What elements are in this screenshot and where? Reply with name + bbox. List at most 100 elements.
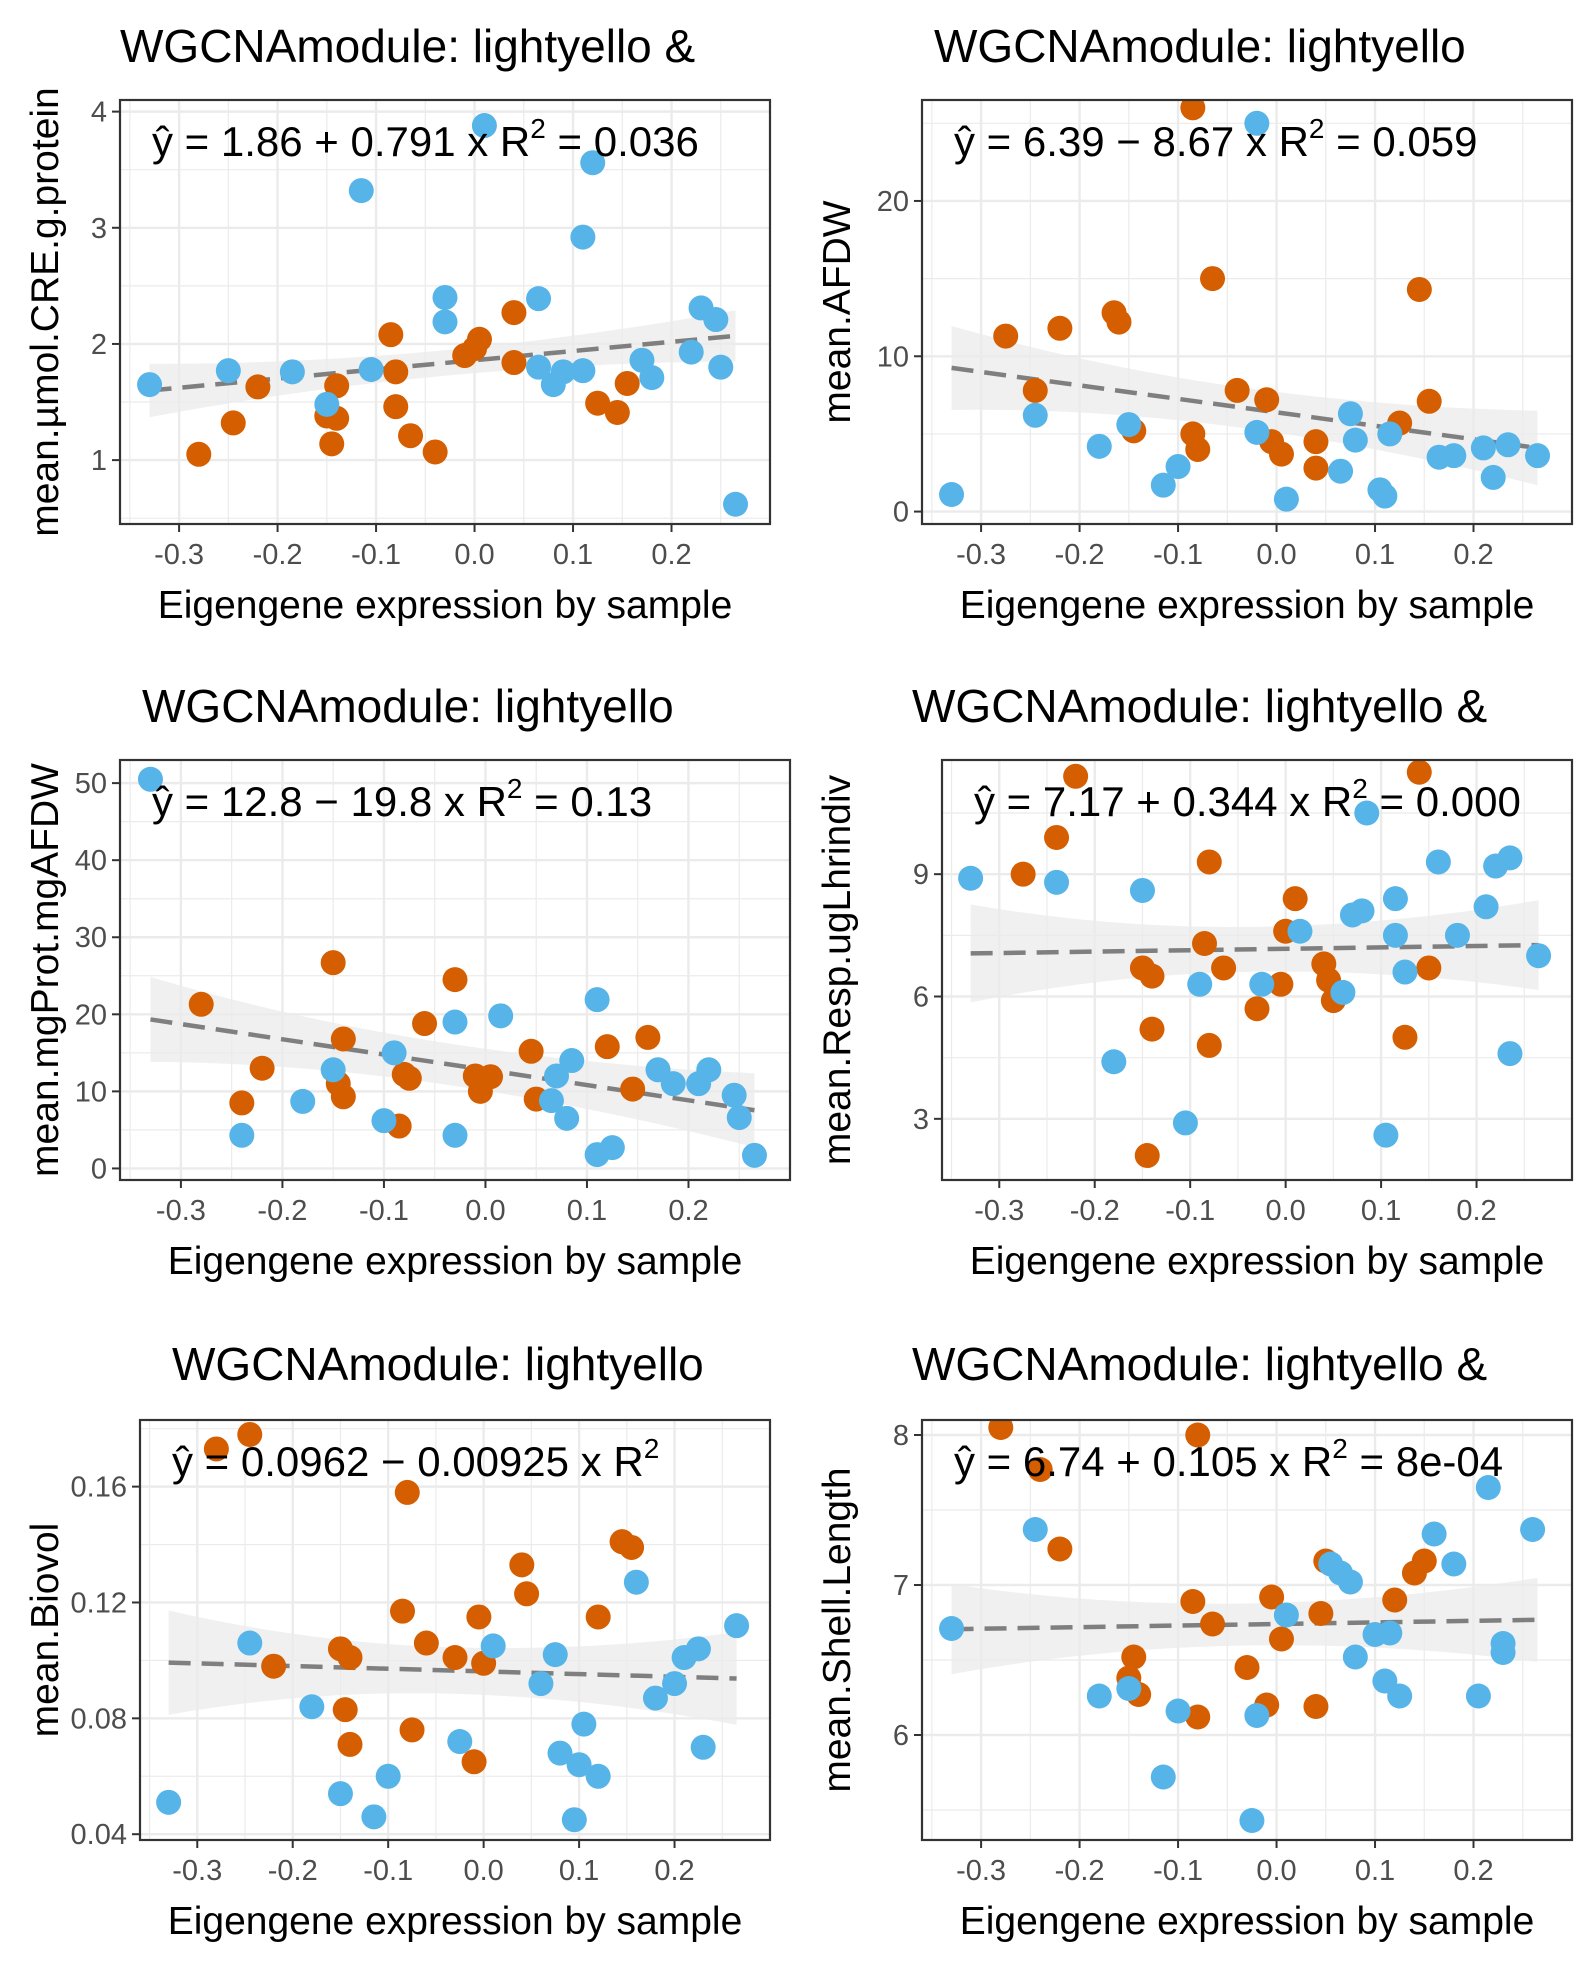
data-point xyxy=(1342,1644,1368,1670)
equation-lhs: = 12.8 − 19.8 x xyxy=(173,778,477,825)
x-axis: -0.3 -0.2 -0.1 0.0 0.1 0.2 xyxy=(156,1180,709,1227)
equation-r-superscript: 2 xyxy=(1352,773,1368,804)
data-point xyxy=(642,1685,668,1711)
series-orange xyxy=(993,100,1442,481)
data-point xyxy=(726,1105,752,1131)
equation-yhat: ŷ xyxy=(172,1438,193,1485)
x-tick-label: 0.1 xyxy=(567,1195,607,1227)
svg-text:ŷ = 0.0962 − 0.00925 x R2: ŷ = 0.0962 − 0.00925 x R2 xyxy=(172,1433,659,1485)
data-point xyxy=(635,1024,661,1050)
y-tick-label: 20 xyxy=(75,999,107,1031)
data-point xyxy=(580,150,606,176)
data-point xyxy=(1044,824,1070,850)
data-point xyxy=(137,372,163,398)
data-point xyxy=(1303,429,1329,455)
data-point xyxy=(1027,1457,1053,1482)
y-tick-label: 10 xyxy=(75,1076,107,1108)
confidence-band xyxy=(149,310,736,418)
data-point xyxy=(584,987,610,1013)
x-tick-label: -0.3 xyxy=(172,1855,222,1887)
data-point xyxy=(561,1807,587,1833)
data-point xyxy=(1150,1764,1176,1790)
data-point xyxy=(1421,1521,1447,1547)
data-point xyxy=(1337,401,1363,427)
x-tick-label: 0.0 xyxy=(454,539,494,571)
data-point xyxy=(203,1436,229,1462)
data-point xyxy=(381,1040,407,1066)
regression-equation: ŷ = 1.86 + 0.791 x R2 = 0.036 xyxy=(152,113,699,165)
data-point xyxy=(939,1616,965,1641)
data-point xyxy=(215,358,241,384)
data-point xyxy=(442,967,468,993)
equation-lhs: = 1.86 + 0.791 x xyxy=(173,118,500,165)
y-axis: 0 10 20 xyxy=(877,186,922,529)
data-point xyxy=(594,1034,620,1060)
data-point xyxy=(1239,1808,1265,1833)
x-tick-label: 0.1 xyxy=(1355,539,1395,571)
data-point xyxy=(1244,110,1270,136)
data-point xyxy=(1134,1143,1160,1169)
data-point xyxy=(1200,266,1226,292)
data-point xyxy=(245,374,271,400)
data-point xyxy=(332,1697,358,1723)
data-point xyxy=(1406,276,1432,302)
data-point xyxy=(993,323,1019,349)
series-blue xyxy=(939,1475,1546,1833)
x-tick-label: 0.2 xyxy=(1456,1195,1496,1227)
data-point xyxy=(724,1613,750,1639)
confidence-band xyxy=(150,977,755,1148)
data-point xyxy=(550,359,576,385)
data-point xyxy=(1268,1626,1294,1652)
data-point xyxy=(570,224,596,250)
data-point xyxy=(1086,433,1112,459)
data-point xyxy=(1196,849,1222,875)
data-point xyxy=(1411,1548,1437,1574)
data-point xyxy=(1473,894,1499,920)
data-point xyxy=(685,1636,711,1662)
data-point xyxy=(1010,861,1036,887)
data-point xyxy=(398,423,424,449)
data-point xyxy=(614,370,640,396)
x-axis: -0.3 -0.2 -0.1 0.0 0.1 0.2 xyxy=(172,1840,695,1887)
data-point xyxy=(1392,959,1418,985)
data-point xyxy=(1377,1620,1403,1646)
data-point xyxy=(1480,464,1506,490)
data-point xyxy=(1470,435,1496,461)
data-point xyxy=(585,1604,611,1630)
data-point xyxy=(1268,441,1294,467)
chart-panel-2: ŷ = 6.39 − 8.67 x R2 = 0.059 -0.3 -0.2 -0.1… xyxy=(816,20,1574,627)
chart-title: WGCNAmodule: lightyello & xyxy=(912,1338,1487,1390)
data-point xyxy=(1525,443,1551,469)
x-axis-title: Eigengene expression by sample xyxy=(158,584,733,627)
panel-border xyxy=(920,1418,1574,1842)
y-axis: 0.04 0.08 0.12 0.16 xyxy=(71,1472,140,1851)
data-point xyxy=(1259,1584,1285,1610)
equation-r-value: = 0.000 xyxy=(1368,778,1521,825)
data-point xyxy=(261,1653,287,1679)
data-point xyxy=(1342,427,1368,453)
x-tick-label: -0.1 xyxy=(359,1195,409,1227)
series-blue xyxy=(137,766,767,1168)
chart-title: WGCNAmodule: lightyello & xyxy=(912,680,1487,732)
x-axis-title: Eigengene expression by sample xyxy=(168,1240,743,1283)
y-axis-title: mean.AFDW xyxy=(816,200,859,423)
equation-r-superscript: 2 xyxy=(1332,1433,1348,1464)
y-tick-label: 3 xyxy=(913,1104,929,1136)
data-point xyxy=(1063,763,1089,789)
data-point xyxy=(1387,1683,1413,1709)
equation-lhs: = 0.0962 − 0.00925 x xyxy=(193,1438,613,1485)
data-point xyxy=(639,365,665,391)
y-tick-label: 4 xyxy=(91,97,107,129)
data-point xyxy=(1249,971,1275,997)
data-point xyxy=(708,354,734,380)
data-point xyxy=(620,1076,646,1102)
data-point xyxy=(544,1063,570,1089)
data-point xyxy=(604,399,630,425)
data-point xyxy=(1196,1032,1222,1058)
data-point xyxy=(1200,1611,1226,1637)
data-point xyxy=(1303,455,1329,481)
y-axis-title: mean.µmol.CRE.g.protein xyxy=(24,87,67,537)
equation-r-label: R xyxy=(1302,1438,1332,1485)
equation-r-superscript: 2 xyxy=(507,773,523,804)
data-point xyxy=(1308,1601,1334,1626)
